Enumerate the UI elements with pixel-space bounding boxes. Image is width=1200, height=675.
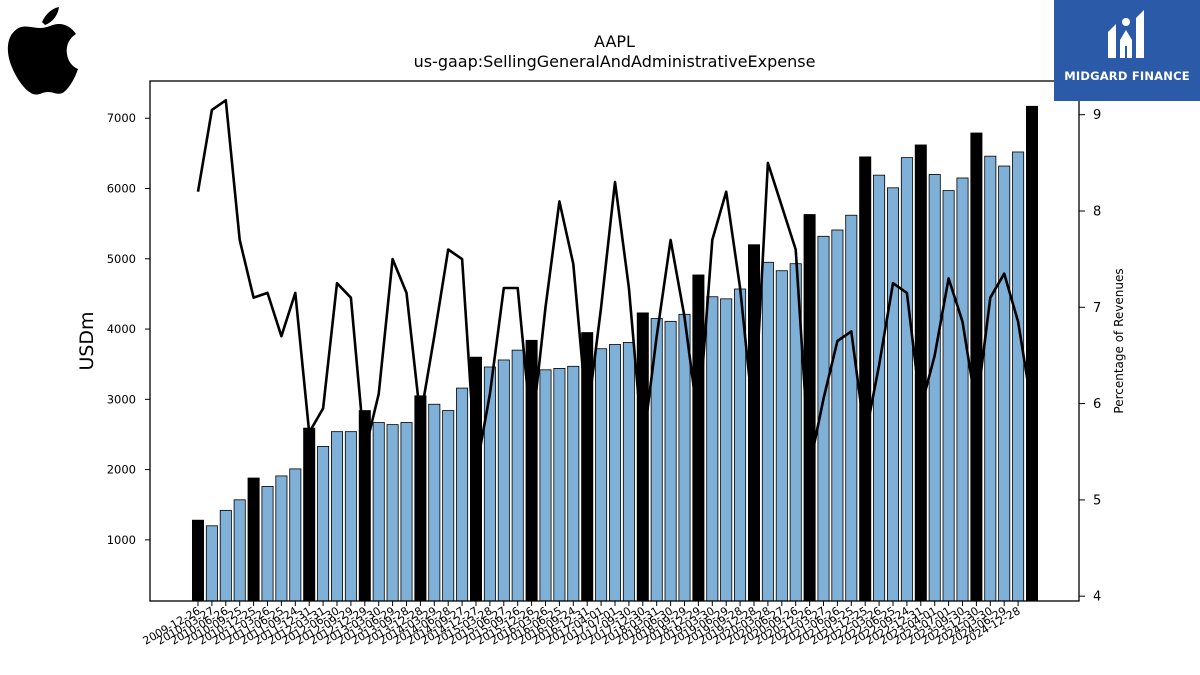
line-group — [196, 99, 1034, 473]
bar-quarter — [233, 499, 246, 602]
bar-quarter — [567, 365, 580, 602]
bar-quarter — [720, 298, 733, 602]
bar-quarter — [317, 446, 330, 602]
right-axis-ticks: 4 5 6 7 8 9 — [1079, 108, 1101, 605]
bar-quarter — [497, 359, 510, 602]
apple-logo-icon — [2, 4, 80, 96]
bar-annual — [1026, 105, 1039, 602]
bar-quarter — [622, 342, 635, 602]
bar-quarter — [219, 509, 232, 602]
bar-quarter — [984, 155, 997, 602]
bar-quarter — [483, 366, 496, 602]
bar-quarter — [928, 174, 941, 602]
bar-quarter — [609, 344, 622, 602]
y-tick-label: 7000 — [107, 111, 136, 125]
y-tick-label: 4000 — [107, 322, 136, 336]
y-tick-label: 2000 — [107, 463, 136, 477]
bar-quarter — [400, 422, 413, 602]
bar-quarter — [428, 403, 441, 602]
y-tick-label: 1000 — [107, 533, 136, 547]
y-tick-label: 3000 — [107, 392, 136, 406]
brand-text: MIDGARD FINANCE — [1064, 69, 1190, 83]
chart-title: AAPL — [594, 32, 635, 51]
bar-quarter — [442, 410, 455, 602]
bar-quarter — [1012, 151, 1025, 602]
bar-annual — [303, 427, 316, 602]
bar-quarter — [956, 177, 969, 602]
bar-annual — [191, 519, 204, 602]
bar-quarter — [998, 165, 1011, 602]
bar-quarter — [887, 187, 900, 602]
y2-tick-label: 6 — [1093, 397, 1101, 412]
bar-quarter — [678, 313, 691, 602]
bar-quarter — [275, 475, 288, 602]
y2-tick-label: 8 — [1093, 205, 1101, 220]
bar-quarter — [289, 468, 302, 602]
bar-quarter — [372, 422, 385, 602]
bar-quarter — [831, 229, 844, 602]
y2-tick-label: 9 — [1093, 108, 1101, 123]
y2-tick-label: 4 — [1093, 590, 1101, 605]
bar-quarter — [900, 157, 913, 602]
bar-quarter — [775, 270, 788, 602]
x-axis-ticks: 2009-12-262010-03-272010-06-262010-09-25… — [141, 601, 1023, 648]
y-axis-label: USDm — [76, 311, 98, 371]
bar-annual — [859, 156, 872, 602]
bar-quarter — [539, 369, 552, 602]
y-tick-label: 6000 — [107, 182, 136, 196]
y2-tick-label: 5 — [1093, 493, 1101, 508]
midgard-finance-logo: MIDGARD FINANCE — [1054, 0, 1200, 101]
chart-subtitle: us-gaap:SellingGeneralAndAdministrativeE… — [413, 52, 816, 71]
bar-group — [191, 105, 1039, 602]
bar-quarter — [386, 424, 399, 602]
bar-quarter — [845, 214, 858, 602]
bar-quarter — [330, 431, 343, 602]
bar-quarter — [761, 261, 774, 602]
bar-quarter — [706, 296, 719, 602]
left-axis-ticks: 1000 2000 3000 4000 5000 6000 7000 — [107, 111, 150, 547]
bar-quarter — [456, 387, 469, 602]
bar-annual — [636, 312, 649, 602]
bar-quarter — [553, 368, 566, 602]
y2-tick-label: 7 — [1093, 301, 1101, 316]
y2-axis-label: Percentage of Revenues — [1112, 268, 1126, 414]
bar-quarter — [344, 431, 357, 602]
y-tick-label: 5000 — [107, 252, 136, 266]
bar-quarter — [664, 320, 677, 602]
bar-quarter — [595, 348, 608, 602]
percentage-line — [196, 99, 1034, 473]
bar-annual — [247, 477, 260, 602]
bar-annual — [692, 274, 705, 602]
bar-quarter — [261, 486, 274, 602]
bar-quarter — [942, 190, 955, 602]
bar-annual — [414, 395, 427, 602]
bar-quarter — [511, 349, 524, 602]
bar-quarter — [205, 525, 218, 602]
